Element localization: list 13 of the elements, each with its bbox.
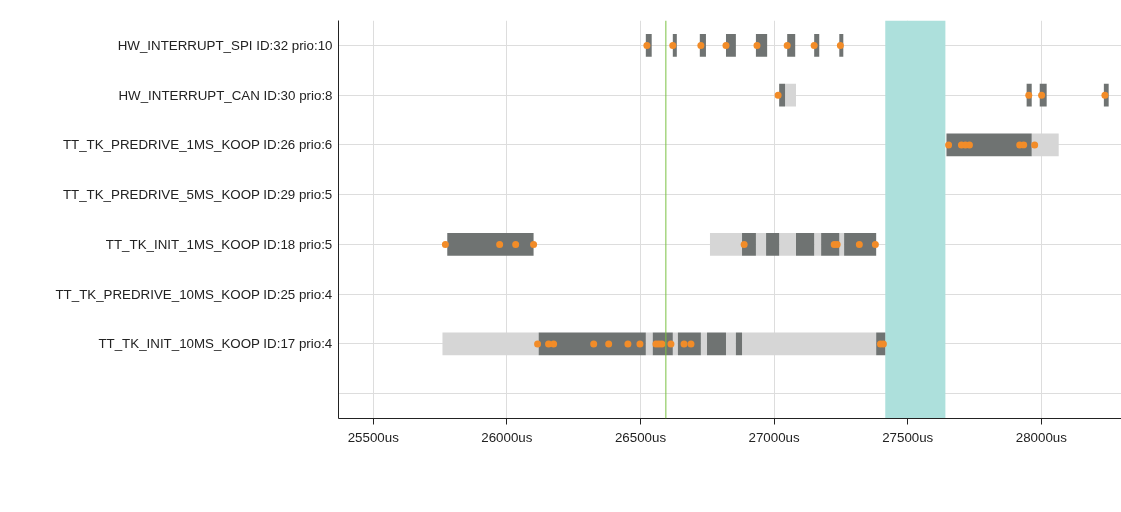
y-tick-label: TT_TK_INIT_1MS_KOOP ID:18 prio:5 [105,236,333,252]
x-tick-label: 27000us [748,429,800,445]
x-tick-label: 27500us [882,429,934,445]
x-tick-label: 25500us [347,429,400,445]
y-tick-label: TT_TK_PREDRIVE_10MS_KOOP ID:25 prio:4 [55,286,333,302]
x-tick-label: 26500us [614,429,667,445]
x-tick-label: 28000us [1015,429,1068,445]
y-tick-label: HW_INTERRUPT_CAN ID:30 prio:8 [118,87,333,103]
y-tick-label: TT_TK_INIT_10MS_KOOP ID:17 prio:4 [98,336,333,352]
y-tick-label: HW_INTERRUPT_SPI ID:32 prio:10 [117,37,333,53]
y-tick-label: TT_TK_PREDRIVE_5MS_KOOP ID:29 prio:5 [62,187,333,203]
x-tick-label: 26000us [481,429,533,445]
y-tick-label: TT_TK_PREDRIVE_1MS_KOOP ID:26 prio:6 [62,137,333,153]
